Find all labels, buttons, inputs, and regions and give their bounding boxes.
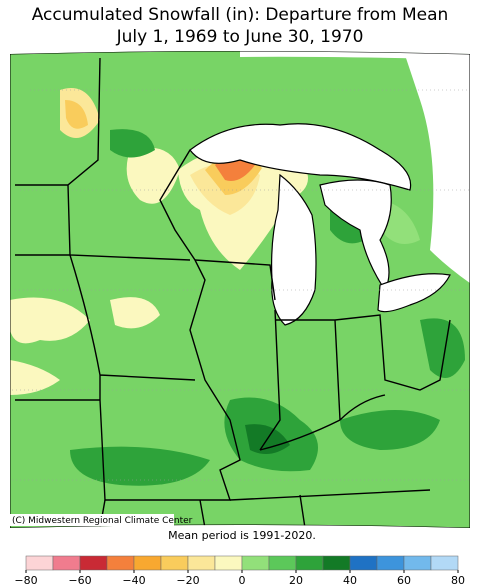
map-title: Accumulated Snowfall (in): Departure fro… — [32, 5, 449, 25]
colorbar-segment — [295, 555, 324, 571]
credit-box — [10, 514, 174, 526]
colorbar-segment — [214, 555, 243, 571]
region-negative — [65, 100, 88, 129]
colorbar-segment — [403, 555, 432, 571]
lake-superior — [189, 123, 412, 191]
colorbar-segment — [52, 555, 81, 571]
mean-period-note: Mean period is 1991-2020. — [168, 529, 316, 542]
colorbar-tick-label: 20 — [289, 574, 303, 587]
state-border — [15, 57, 191, 261]
region-positive — [420, 318, 465, 378]
colorbar: −80 −60 −40 −20 0 20 40 60 80 — [14, 555, 465, 587]
lake-erie — [377, 273, 451, 313]
lake-huron — [319, 179, 392, 292]
colorbar-segment — [322, 555, 351, 571]
region-negative — [10, 297, 90, 344]
colorbar-segment — [106, 555, 135, 571]
colorbar-segment — [376, 555, 405, 571]
colorbar-tick-label: −20 — [176, 574, 199, 587]
colorbar-segment — [268, 555, 297, 571]
region-negative — [110, 297, 160, 329]
colorbar-segment — [430, 555, 459, 571]
colorbar-segment — [133, 555, 162, 571]
region-positive — [70, 446, 210, 486]
region-positive — [110, 129, 155, 158]
canada — [10, 51, 470, 60]
map-subtitle: July 1, 1969 to June 30, 1970 — [116, 27, 364, 47]
colorbar-tick-label: −80 — [14, 574, 37, 587]
map: (C) Midwestern Regional Climate Center — [10, 51, 470, 528]
colorbar-tick-label: 60 — [397, 574, 411, 587]
colorbar-segment — [79, 555, 108, 571]
colorbar-segment — [160, 555, 189, 571]
colorbar-segment — [241, 555, 270, 571]
colorbar-tick-label: 0 — [239, 574, 246, 587]
lake-michigan — [271, 173, 317, 326]
state-border — [194, 259, 451, 451]
canada — [400, 51, 470, 290]
colorbar-tick-label: −40 — [122, 574, 145, 587]
colorbar-tick-label: −60 — [68, 574, 91, 587]
colorbar-segment — [187, 555, 216, 571]
colorbar-tick-label: 40 — [343, 574, 357, 587]
credit: (C) Midwestern Regional Climate Center — [12, 516, 193, 526]
region-positive — [340, 410, 440, 450]
colorbar-segment — [25, 555, 54, 571]
colorbar-tick-label: 80 — [451, 574, 465, 587]
region-negative — [10, 360, 60, 395]
colorbar-segment — [349, 555, 378, 571]
